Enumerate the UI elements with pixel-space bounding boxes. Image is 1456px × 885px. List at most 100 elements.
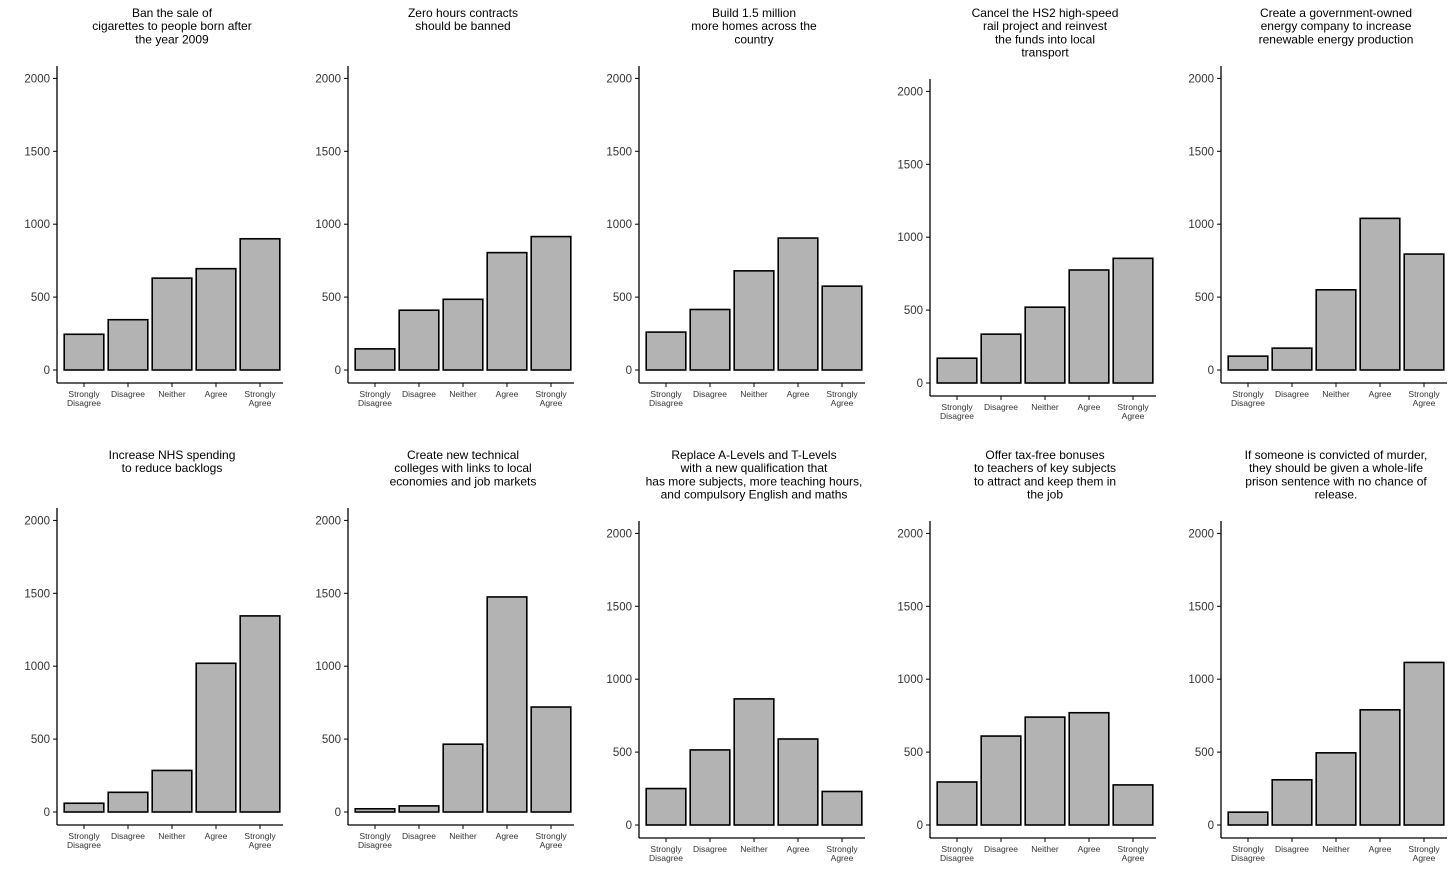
bar-disagree — [689, 308, 731, 371]
y-tick-label: 500 — [1195, 292, 1214, 304]
bar-neither — [151, 769, 193, 813]
y-tick-label: 500 — [904, 305, 923, 317]
chart-panel: If someone is convicted of murder, they s… — [1164, 442, 1455, 884]
chart-title-line: to attract and keep them in — [974, 474, 1116, 488]
bar-strongly-agree — [821, 790, 863, 826]
bar-strongly-disagree — [1227, 811, 1269, 826]
x-tick-label: Strongly — [826, 844, 858, 854]
chart-title-line: Replace A-Levels and T-Levels — [671, 448, 836, 462]
chart-title-line: country — [734, 32, 773, 46]
bar-agree — [1359, 709, 1401, 826]
bar-strongly-agree — [239, 237, 281, 371]
chart-title-line: they should be given a whole-life — [1249, 461, 1423, 475]
y-tick-label: 500 — [904, 747, 923, 759]
y-tick-label: 1000 — [315, 219, 341, 231]
chart-title-line: should be banned — [415, 19, 510, 33]
y-tick-label: 2000 — [315, 73, 341, 85]
y-tick-label: 1500 — [315, 146, 341, 158]
x-tick-label: Agree — [1369, 844, 1392, 854]
bar-strongly-agree — [530, 235, 572, 371]
x-tick-label: Strongly — [359, 389, 391, 399]
x-tick-label: Neither — [740, 844, 768, 854]
x-tick-label: Neither — [158, 831, 186, 841]
x-tick-label: Strongly — [535, 389, 567, 399]
x-tick-label: Disagree — [111, 831, 145, 841]
y-tick-label: 0 — [917, 378, 923, 390]
bar-strongly-disagree — [354, 348, 396, 371]
x-tick-label: Strongly — [1408, 844, 1440, 854]
chart-title-line: Offer tax-free bonuses — [985, 448, 1104, 462]
y-tick-label: 1000 — [606, 674, 632, 686]
y-tick-label: 1000 — [1188, 674, 1214, 686]
chart-title-line: transport — [1021, 46, 1069, 60]
x-tick-label: Strongly — [68, 831, 100, 841]
bar-agree — [777, 738, 819, 826]
y-tick-label: 1500 — [1188, 601, 1214, 613]
x-tick-label: Disagree — [1275, 844, 1309, 854]
x-tick-label: Strongly — [1408, 389, 1440, 399]
x-tick-label: Disagree — [1231, 853, 1265, 863]
x-tick-label: Strongly — [650, 844, 682, 854]
x-tick-label: Neither — [1031, 844, 1059, 854]
x-tick-label: Agree — [831, 398, 854, 408]
bar-agree — [486, 596, 528, 813]
x-tick-label: Disagree — [693, 844, 727, 854]
y-tick-label: 2000 — [897, 86, 923, 98]
y-tick-label: 0 — [335, 807, 341, 819]
x-tick-label: Disagree — [1231, 398, 1265, 408]
chart-title-line: Zero hours contracts — [408, 6, 518, 20]
x-tick-label: Strongly — [1117, 844, 1149, 854]
y-tick-label: 500 — [1195, 747, 1214, 759]
x-tick-label: Strongly — [941, 844, 973, 854]
y-tick-label: 1500 — [315, 588, 341, 600]
y-tick-label: 0 — [44, 365, 50, 377]
x-tick-label: Disagree — [984, 402, 1018, 412]
x-tick-label: Disagree — [111, 389, 145, 399]
y-tick-label: 2000 — [315, 515, 341, 527]
chart-title-line: with a new qualification that — [680, 461, 828, 475]
chart-panel: Build 1.5 million more homes across the co… — [582, 0, 873, 442]
y-tick-label: 0 — [917, 820, 923, 832]
bar-strongly-agree — [821, 285, 863, 371]
x-tick-label: Disagree — [1275, 389, 1309, 399]
y-tick-label: 0 — [626, 365, 632, 377]
x-tick-label: Neither — [740, 389, 768, 399]
bar-strongly-disagree — [936, 781, 978, 826]
chart-panel: Zero hours contracts should be banned 0 500… — [291, 0, 582, 442]
chart-panel: Create a government-owned energy company … — [1164, 0, 1455, 442]
x-tick-label: Neither — [449, 831, 477, 841]
y-tick-label: 500 — [322, 292, 341, 304]
chart-title-line: rail project and reinvest — [983, 19, 1108, 33]
x-tick-label: Agree — [1413, 398, 1436, 408]
chart-title-line: Increase NHS spending — [109, 448, 236, 462]
chart-title-line: the year 2009 — [135, 32, 209, 46]
y-tick-label: 1500 — [24, 146, 50, 158]
y-tick-label: 500 — [31, 292, 50, 304]
x-tick-label: Agree — [1122, 411, 1145, 421]
y-tick-label: 500 — [322, 734, 341, 746]
y-tick-label: 2000 — [1188, 73, 1214, 85]
chart-title-line: release. — [1315, 488, 1358, 502]
x-tick-label: Agree — [787, 844, 810, 854]
x-tick-label: Disagree — [358, 840, 392, 850]
y-tick-label: 1000 — [897, 674, 923, 686]
y-tick-label: 1500 — [1188, 146, 1214, 158]
y-tick-label: 0 — [1208, 365, 1214, 377]
x-tick-label: Agree — [540, 398, 563, 408]
bar-strongly-agree — [1403, 253, 1445, 371]
x-tick-label: Strongly — [1232, 389, 1264, 399]
bar-disagree — [1271, 347, 1313, 371]
chart-title-line: to reduce backlogs — [122, 461, 223, 475]
x-tick-label: Agree — [496, 389, 519, 399]
chart-title-line: cigarettes to people born after — [92, 19, 251, 33]
x-tick-label: Agree — [205, 831, 228, 841]
bar-strongly-disagree — [63, 333, 105, 371]
x-tick-label: Disagree — [402, 831, 436, 841]
x-tick-label: Neither — [1322, 844, 1350, 854]
chart-title-line: to teachers of key subjects — [974, 461, 1116, 475]
x-tick-label: Disagree — [358, 398, 392, 408]
x-tick-label: Strongly — [244, 831, 276, 841]
bar-neither — [151, 277, 193, 371]
